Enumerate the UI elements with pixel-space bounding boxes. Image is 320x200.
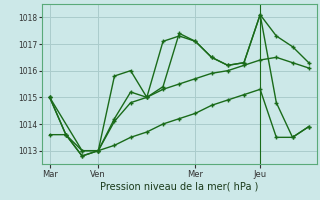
X-axis label: Pression niveau de la mer( hPa ): Pression niveau de la mer( hPa ) (100, 181, 258, 191)
